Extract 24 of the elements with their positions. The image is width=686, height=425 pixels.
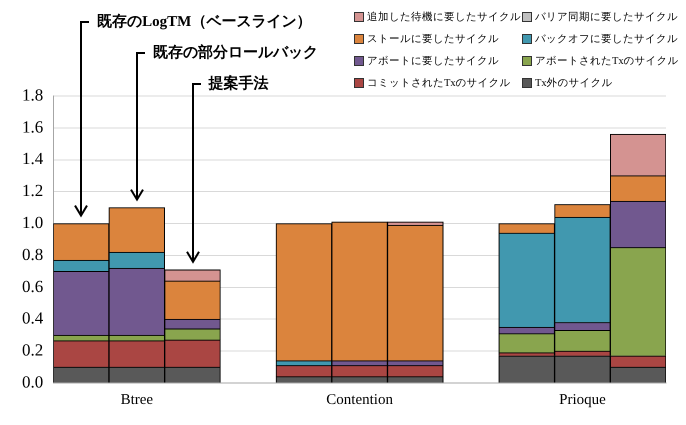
y-tick-label: 0.4: [22, 308, 44, 328]
y-tick-label: 0.0: [22, 372, 44, 392]
y-tick-label: 0.2: [22, 340, 44, 360]
legend-label: ストールに要したサイクル: [367, 32, 499, 46]
legend-label: バリア同期に要したサイクル: [535, 10, 678, 24]
text: 既存の部分ロールバック: [152, 43, 318, 62]
y-tick-label: 1.4: [22, 149, 44, 168]
x-tick-label: Btree: [120, 392, 154, 408]
y-tick-label: 1.0: [22, 213, 44, 232]
legend-label: バックオフに要したサイクル: [535, 32, 678, 46]
y-tick-label: 0.8: [22, 244, 44, 264]
legend-label: アボートされたTxのサイクル: [535, 54, 679, 68]
x-tick-label: Prioque: [559, 392, 606, 408]
y-tick-label: 1.6: [22, 117, 44, 136]
legend-label: 追加した待機に要したサイクル: [367, 10, 521, 24]
y-tick-label: 1.8: [22, 85, 44, 104]
y-tick-label: 0.6: [22, 276, 44, 296]
y-tick-label: 1.2: [22, 181, 44, 200]
legend-label: コミットされたTxのサイクル: [367, 77, 511, 90]
legend-label: アボートに要したサイクル: [367, 54, 499, 68]
x-tick-label: Contention: [326, 392, 394, 408]
text: 既存のLogTM（ベースライン）: [97, 12, 312, 31]
text: 提案手法: [208, 74, 268, 93]
legend-label: Tx外のサイクル: [535, 76, 613, 90]
